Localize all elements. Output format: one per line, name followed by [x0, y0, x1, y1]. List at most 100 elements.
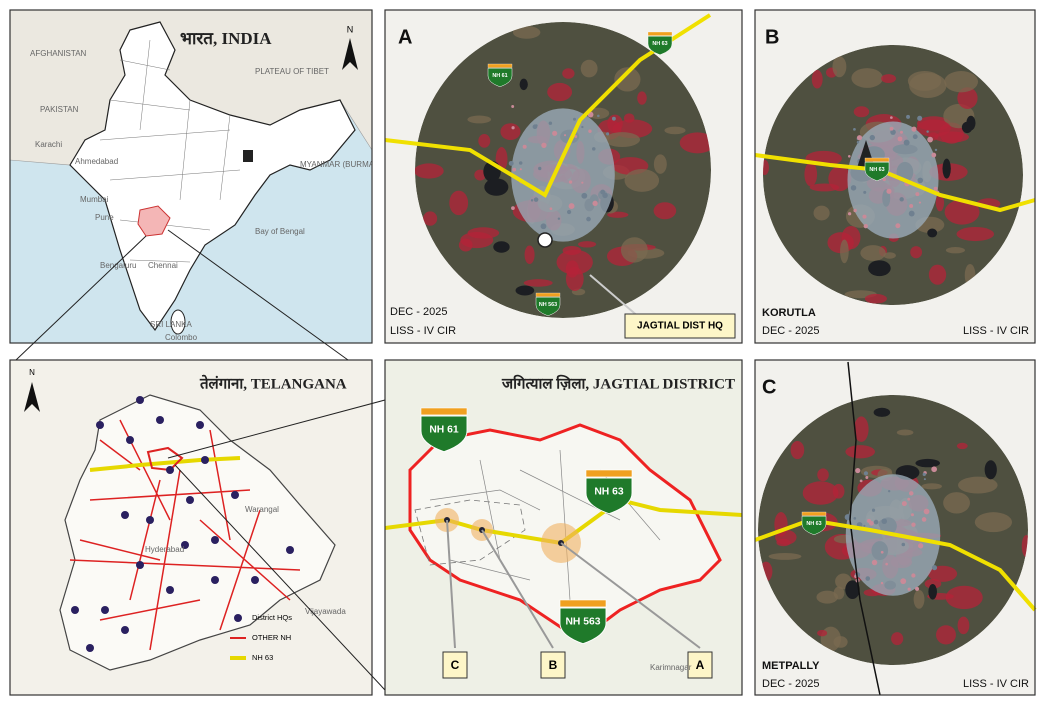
- vegetation: [956, 227, 995, 242]
- urban-texture: [880, 581, 884, 585]
- urban-texture: [927, 136, 933, 143]
- urban-texture: [869, 134, 875, 141]
- vegetation: [883, 252, 896, 259]
- legend-label: NH 63: [252, 653, 273, 662]
- water-body: [984, 460, 997, 480]
- shield-body: [487, 67, 513, 88]
- district-hq: [196, 421, 204, 429]
- shield-band: [801, 511, 827, 516]
- shield-label: NH 61: [429, 425, 459, 436]
- highway-shield: NH 63: [864, 157, 890, 182]
- vegetation: [832, 56, 847, 78]
- vegetation: [664, 126, 686, 135]
- water-body: [868, 260, 891, 277]
- shield-band: [535, 292, 561, 297]
- callout-box: C: [442, 651, 468, 679]
- sensor-label: LISS - IV CIR: [963, 325, 1029, 337]
- vegetation: [936, 625, 956, 645]
- urban-texture: [865, 576, 871, 581]
- highway-shield: NH 61: [420, 407, 468, 453]
- vegetation: [802, 481, 839, 505]
- urban-texture: [923, 478, 926, 481]
- water-body: [927, 228, 938, 238]
- vegetation: [928, 264, 947, 285]
- district-hq: [121, 626, 129, 634]
- town-label: METPALLY: [762, 660, 820, 672]
- urban-texture: [850, 185, 857, 191]
- urban-texture: [931, 565, 938, 571]
- urban-texture: [538, 166, 542, 171]
- urban-texture: [881, 518, 888, 525]
- urban-texture: [511, 126, 515, 130]
- panel-border: [754, 359, 1036, 696]
- urban-texture: [909, 210, 913, 214]
- district-hq: [231, 491, 239, 499]
- urban-texture: [512, 167, 517, 172]
- urban-texture: [564, 134, 567, 137]
- urban-texture: [899, 130, 904, 134]
- vegetation: [578, 241, 597, 248]
- panel-letter: A: [398, 26, 412, 48]
- urban-texture: [847, 154, 851, 158]
- legend-label: District HQs: [252, 613, 292, 622]
- water-body: [515, 285, 535, 296]
- urban-texture: [853, 208, 857, 213]
- vegetation: [811, 69, 823, 89]
- sensor-label: LISS - IV CIR: [390, 325, 456, 337]
- shield-label: NH 63: [594, 487, 624, 498]
- vegetation: [958, 476, 998, 494]
- vegetation: [614, 67, 641, 92]
- north-label: N: [347, 24, 354, 34]
- urban-texture: [530, 199, 534, 202]
- highway-shield: NH 63: [801, 511, 827, 536]
- callout-lines: [446, 519, 701, 649]
- place-label: Warangal: [245, 505, 279, 514]
- water-body: [484, 178, 509, 196]
- vegetation: [833, 586, 845, 600]
- water-body: [519, 78, 528, 91]
- panel-border: [384, 9, 743, 344]
- district-hq: [537, 232, 553, 248]
- urban-texture: [886, 188, 892, 194]
- place-label: Mumbai: [80, 195, 109, 204]
- date-label: DEC - 2025: [390, 306, 447, 318]
- urban-texture: [518, 161, 523, 165]
- urban-texture: [915, 586, 920, 591]
- shield-band: [559, 599, 607, 608]
- district-hq: [121, 511, 129, 519]
- urban-texture: [880, 550, 884, 554]
- jagtial-outline: [146, 446, 184, 472]
- urban-texture: [863, 223, 868, 229]
- shield-band: [487, 63, 513, 68]
- urban-texture: [895, 223, 901, 229]
- highway-shield: NH 63: [647, 31, 673, 56]
- sensor-label: LISS - IV CIR: [963, 678, 1029, 690]
- vegetation: [944, 71, 979, 93]
- urban-texture: [574, 134, 578, 138]
- place-label: Pune: [95, 213, 114, 222]
- vegetation: [523, 279, 553, 287]
- urban-texture: [889, 126, 894, 131]
- shield-label: NH 63: [806, 521, 821, 527]
- vegetation: [935, 193, 945, 212]
- water-body: [961, 121, 973, 134]
- vegetation: [909, 72, 947, 98]
- vegetation: [864, 293, 887, 304]
- urban-texture: [918, 543, 924, 549]
- railway: [847, 361, 881, 696]
- panel-letter: C: [762, 376, 776, 398]
- urban-texture: [863, 524, 866, 527]
- vegetation: [467, 115, 492, 124]
- place-label: AFGHANISTAN: [30, 49, 87, 58]
- panel-border: [9, 9, 373, 344]
- urban-texture: [863, 190, 867, 194]
- urban-texture: [909, 491, 914, 496]
- vegetation: [458, 238, 473, 252]
- vegetation: [853, 106, 870, 118]
- nh63: [754, 517, 1037, 612]
- callout-line: [589, 274, 641, 319]
- urban-texture: [592, 200, 598, 206]
- urban-texture: [866, 518, 871, 523]
- vegetation: [921, 483, 942, 490]
